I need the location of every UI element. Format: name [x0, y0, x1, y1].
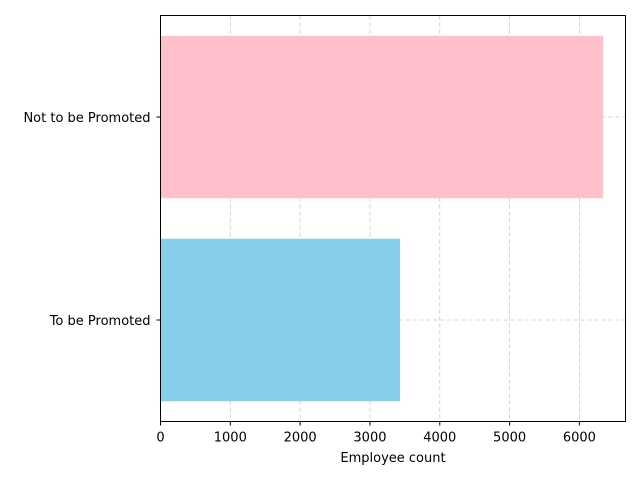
x-axis: 0 1000 2000 3000 4000 5000 6000 — [156, 421, 596, 446]
x-tick-label: 5000 — [493, 431, 526, 446]
bar — [160, 238, 400, 402]
x-tick-label: 2000 — [284, 431, 317, 446]
y-tick-label: Not to be Promoted — [23, 111, 150, 126]
x-axis-label: Employee count — [340, 451, 445, 466]
x-tick-label: 1000 — [214, 431, 247, 446]
x-tick-label: 0 — [156, 431, 164, 446]
y-tick-label: To be Promoted — [49, 314, 151, 329]
y-axis: To be Promoted Not to be Promoted — [23, 111, 161, 329]
bars — [160, 35, 604, 402]
bar — [160, 35, 604, 199]
x-tick-label: 6000 — [563, 431, 596, 446]
x-tick-label: 3000 — [353, 431, 386, 446]
x-tick-label: 4000 — [423, 431, 456, 446]
plot-frame — [160, 15, 626, 422]
